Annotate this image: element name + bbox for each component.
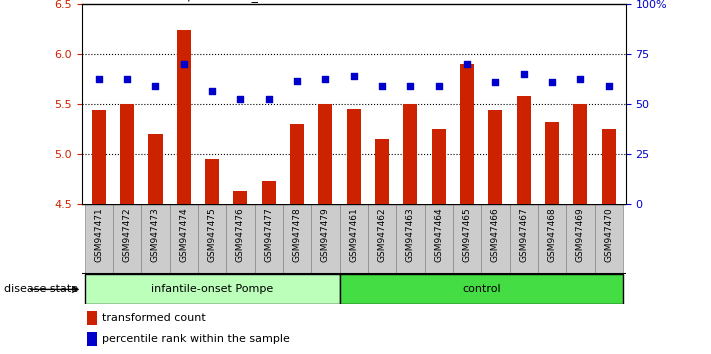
- Point: [603, 83, 614, 88]
- Text: GSM947470: GSM947470: [604, 207, 613, 262]
- Text: GSM947475: GSM947475: [208, 207, 217, 262]
- Bar: [311, 204, 340, 274]
- Point: [433, 83, 444, 88]
- Bar: [517, 96, 531, 204]
- Text: GSM947465: GSM947465: [463, 207, 471, 262]
- Text: GSM947472: GSM947472: [122, 207, 132, 262]
- Text: GDS4410 / 1554233_at: GDS4410 / 1554233_at: [125, 0, 271, 2]
- Bar: [85, 204, 113, 274]
- Text: GSM947479: GSM947479: [321, 207, 330, 262]
- Text: infantile-onset Pompe: infantile-onset Pompe: [151, 284, 273, 295]
- Text: GSM947468: GSM947468: [547, 207, 557, 262]
- Bar: [510, 204, 538, 274]
- Text: GSM947478: GSM947478: [292, 207, 301, 262]
- Point: [461, 61, 473, 67]
- Bar: [176, 29, 191, 204]
- Bar: [594, 204, 623, 274]
- Bar: [403, 103, 417, 204]
- Bar: [92, 109, 106, 204]
- Point: [292, 78, 303, 84]
- Point: [518, 71, 530, 76]
- Text: GSM947477: GSM947477: [264, 207, 273, 262]
- Bar: [396, 204, 424, 274]
- Bar: [262, 181, 276, 204]
- Bar: [375, 138, 389, 204]
- Bar: [205, 159, 219, 204]
- Bar: [141, 204, 170, 274]
- Point: [93, 76, 105, 81]
- Bar: [453, 204, 481, 274]
- Bar: [198, 204, 226, 274]
- Bar: [347, 109, 360, 204]
- Text: GSM947469: GSM947469: [576, 207, 585, 262]
- Point: [348, 73, 359, 78]
- Point: [122, 76, 133, 81]
- Bar: [460, 63, 474, 204]
- Point: [490, 79, 501, 84]
- Bar: [488, 109, 503, 204]
- Text: GSM947474: GSM947474: [179, 207, 188, 262]
- Text: percentile rank within the sample: percentile rank within the sample: [102, 334, 290, 344]
- Bar: [432, 129, 446, 204]
- Text: GSM947466: GSM947466: [491, 207, 500, 262]
- Point: [320, 76, 331, 81]
- Bar: [340, 274, 623, 304]
- Bar: [255, 204, 283, 274]
- Bar: [566, 204, 594, 274]
- Text: control: control: [462, 284, 501, 295]
- Bar: [170, 204, 198, 274]
- Bar: [538, 204, 566, 274]
- Bar: [149, 133, 163, 204]
- Bar: [340, 204, 368, 274]
- Text: GSM947464: GSM947464: [434, 207, 443, 262]
- Bar: [120, 103, 134, 204]
- Bar: [319, 103, 333, 204]
- Text: transformed count: transformed count: [102, 313, 206, 323]
- Bar: [290, 124, 304, 204]
- Bar: [226, 204, 255, 274]
- Point: [376, 83, 387, 88]
- Text: GSM947473: GSM947473: [151, 207, 160, 262]
- Text: GSM947461: GSM947461: [349, 207, 358, 262]
- Text: GSM947471: GSM947471: [95, 207, 103, 262]
- Point: [263, 96, 274, 101]
- Point: [206, 88, 218, 93]
- Bar: [481, 204, 510, 274]
- Point: [150, 83, 161, 88]
- Bar: [113, 204, 141, 274]
- Bar: [545, 121, 559, 204]
- Bar: [85, 274, 340, 304]
- Bar: [233, 190, 247, 204]
- Text: GSM947462: GSM947462: [378, 207, 387, 262]
- Text: GSM947476: GSM947476: [236, 207, 245, 262]
- Text: disease state: disease state: [4, 284, 77, 295]
- Point: [574, 76, 586, 81]
- Bar: [283, 204, 311, 274]
- Bar: [368, 204, 396, 274]
- Bar: [424, 204, 453, 274]
- Point: [405, 83, 416, 88]
- Point: [546, 79, 557, 84]
- Point: [235, 96, 246, 101]
- Bar: [573, 103, 587, 204]
- Text: GSM947467: GSM947467: [519, 207, 528, 262]
- Text: GSM947463: GSM947463: [406, 207, 415, 262]
- Bar: [602, 129, 616, 204]
- Point: [178, 61, 189, 67]
- Bar: [87, 332, 97, 346]
- Bar: [87, 312, 97, 325]
